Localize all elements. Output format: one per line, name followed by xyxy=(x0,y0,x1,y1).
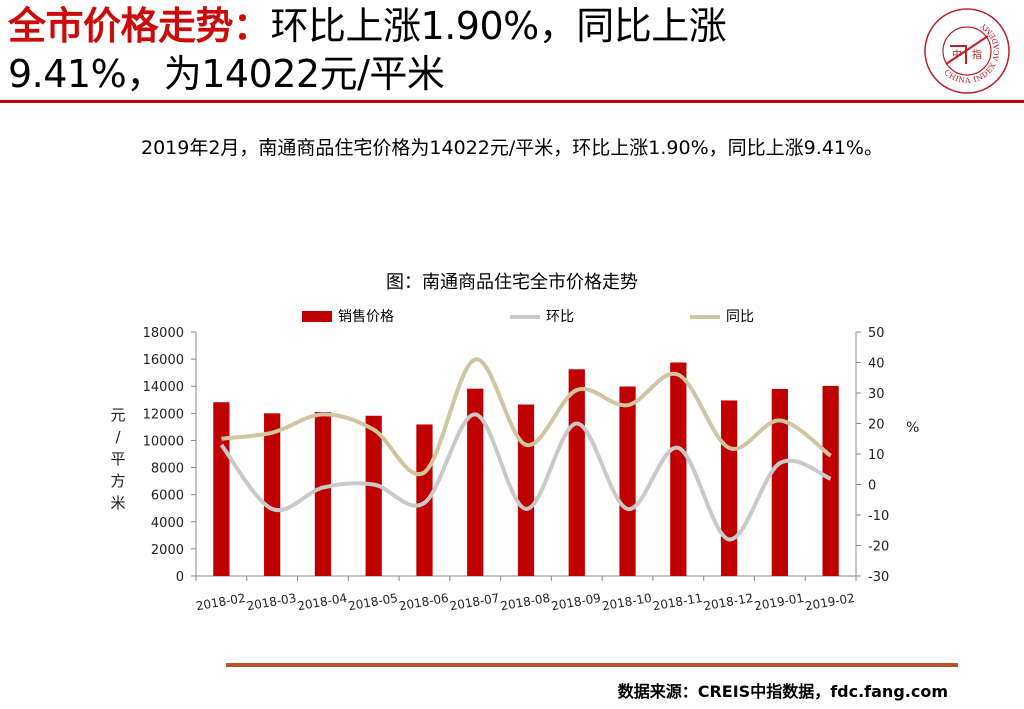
y-tick-label-right: -30 xyxy=(868,570,889,585)
x-tick-label: 2018-11 xyxy=(652,591,704,613)
legend-label-price: 销售价格 xyxy=(338,309,394,325)
y-tick-label-right: 20 xyxy=(868,418,885,433)
y-tick-label-left: 8000 xyxy=(151,462,184,477)
bar-price xyxy=(517,404,535,576)
bar-price xyxy=(365,415,382,576)
x-tick-label: 2018-06 xyxy=(398,591,450,613)
title-accent: 全市价格走势： xyxy=(8,4,271,48)
y-tick-label-right: 40 xyxy=(868,357,885,372)
bar-price xyxy=(264,413,281,576)
bar-price xyxy=(720,400,738,576)
y-axis-label-char: / xyxy=(115,428,121,446)
bar-price xyxy=(213,402,230,576)
y-tick-label-left: 0 xyxy=(176,570,184,585)
x-tick-label: 2018-10 xyxy=(601,591,653,613)
bar-price xyxy=(467,388,484,576)
price-trend-chart: 图：南通商品住宅全市价格走势销售价格 环比 同比 0 2000 4000 6000 8000 1… xyxy=(0,260,1024,630)
y-tick-label-right: 10 xyxy=(868,448,885,463)
x-tick-label: 2018-03 xyxy=(246,591,298,613)
bar-price xyxy=(822,385,839,576)
logo-char-2: 指 xyxy=(972,48,982,61)
source-divider xyxy=(226,663,958,667)
title-rest-line1: 环比上涨1.90%，同比上涨 xyxy=(270,4,727,48)
x-tick-label: 2018-07 xyxy=(449,591,501,613)
y-tick-label-left: 10000 xyxy=(143,434,184,449)
bar-price xyxy=(416,424,433,576)
slide-title: 全市价格走势：环比上涨1.90%，同比上涨 9.41%，为14022元/平米 xyxy=(8,2,888,98)
y-tick-label-right: -20 xyxy=(868,540,889,555)
y-tick-label-right: 0 xyxy=(868,479,876,494)
y-tick-label-right: 30 xyxy=(868,387,885,402)
y-tick-label-left: 6000 xyxy=(151,489,184,504)
line-mom xyxy=(219,412,832,542)
y-axis-label-char: 米 xyxy=(110,494,125,512)
y-tick-label-left: 14000 xyxy=(143,380,184,395)
y-tick-label-right: -10 xyxy=(868,509,889,524)
x-tick-label: 2019-02 xyxy=(804,591,856,613)
y2-axis-label: % xyxy=(906,420,919,436)
x-tick-label: 2018-12 xyxy=(702,591,754,613)
y-axis-label-char: 元 xyxy=(110,406,125,424)
x-tick-label: 2018-02 xyxy=(195,591,247,613)
bar-price xyxy=(670,362,687,576)
y-tick-label-left: 2000 xyxy=(151,543,184,558)
title-divider xyxy=(0,100,1024,103)
summary-text: 2019年2月，南通商品住宅价格为14022元/平米，环比上涨1.90%，同比上… xyxy=(140,137,883,159)
y-tick-label-left: 12000 xyxy=(143,407,184,422)
line-yoy xyxy=(221,357,832,477)
y-tick-label-left: 18000 xyxy=(143,326,184,341)
bar-price xyxy=(568,369,585,576)
y-tick-label-left: 16000 xyxy=(143,353,184,368)
x-tick-label: 2018-08 xyxy=(499,591,551,613)
x-tick-label: 2018-04 xyxy=(296,591,348,613)
bar-price xyxy=(619,386,636,576)
x-tick-label: 2018-09 xyxy=(550,591,602,613)
x-tick-label: 2018-05 xyxy=(347,591,399,613)
x-tick-label: 2019-01 xyxy=(753,591,805,613)
logo-char-1: 中 xyxy=(952,48,962,61)
y-axis-label-char: 平 xyxy=(110,450,125,468)
y-axis-label-char: 方 xyxy=(110,472,125,490)
data-source: 数据来源：CREIS中指数据，fdc.fang.com xyxy=(617,682,948,701)
chart-title: 图：南通商品住宅全市价格走势 xyxy=(386,272,638,293)
bar-price xyxy=(771,388,788,576)
legend-swatch-price xyxy=(302,311,332,322)
y-tick-label-right: 50 xyxy=(868,326,885,341)
y-tick-label-left: 4000 xyxy=(151,516,184,531)
title-line2: 9.41%，为14022元/平米 xyxy=(8,52,445,96)
legend-label-mom: 环比 xyxy=(546,309,574,325)
legend-label-yoy: 同比 xyxy=(726,309,754,325)
bar-price xyxy=(314,411,332,576)
china-index-academy-logo-icon: CHINA INDEX ACADEMY 中 指 xyxy=(922,6,1012,96)
